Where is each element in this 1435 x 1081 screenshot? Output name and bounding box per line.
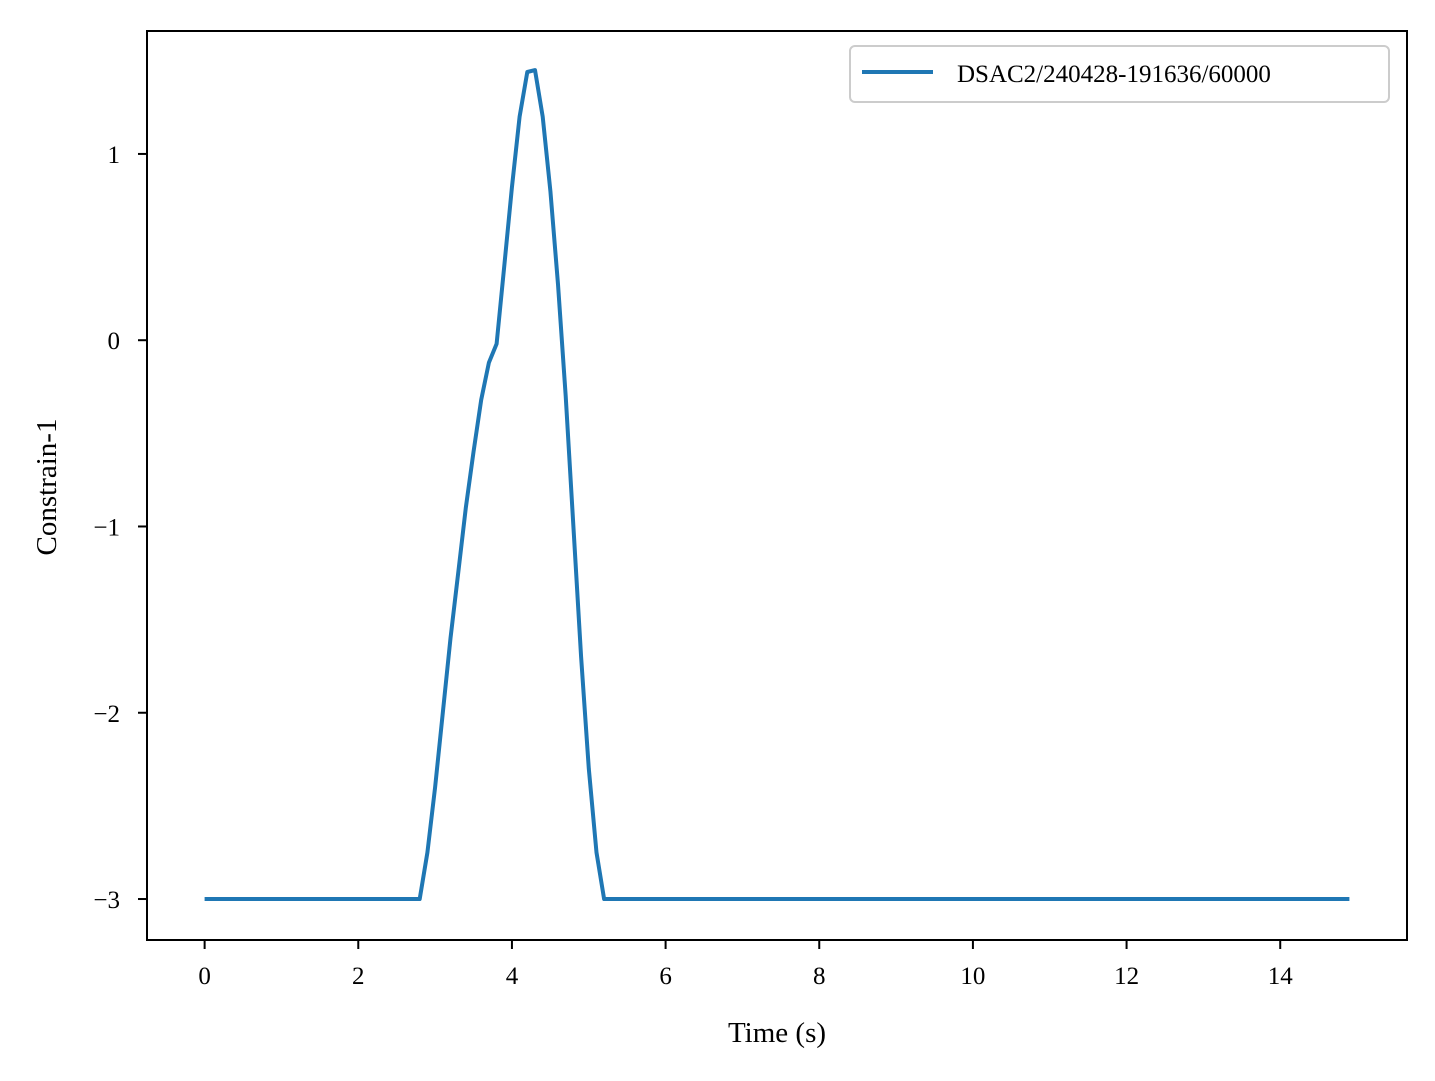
- x-tick-label: 6: [659, 963, 672, 990]
- x-tick-label: 8: [813, 963, 826, 990]
- x-tick-label: 0: [198, 963, 211, 990]
- y-axis-label: Constrain-1: [31, 419, 63, 556]
- x-axis-label: Time (s): [728, 1017, 826, 1049]
- legend-label: DSAC2/240428-191636/60000: [957, 61, 1271, 88]
- legend: DSAC2/240428-191636/60000: [849, 45, 1390, 103]
- x-tick-label: 12: [1114, 963, 1139, 990]
- x-tick-label: 4: [506, 963, 519, 990]
- x-tick-label: 14: [1268, 963, 1294, 990]
- plot-frame: [146, 30, 1408, 941]
- y-axis: 1 0 −1 −2 −3: [93, 142, 147, 914]
- y-tick-label: −3: [93, 887, 120, 914]
- y-tick-label: −1: [93, 514, 120, 541]
- y-tick-label: 0: [108, 328, 121, 355]
- y-tick-label: −2: [93, 701, 120, 728]
- series-line: [204, 68, 1350, 901]
- legend-box: [849, 45, 1390, 103]
- x-tick-label: 10: [960, 963, 985, 990]
- x-tick-label: 2: [352, 963, 365, 990]
- x-axis: 0 2 4 6 8 10 12 14: [198, 940, 1293, 990]
- y-tick-label: 1: [108, 142, 121, 169]
